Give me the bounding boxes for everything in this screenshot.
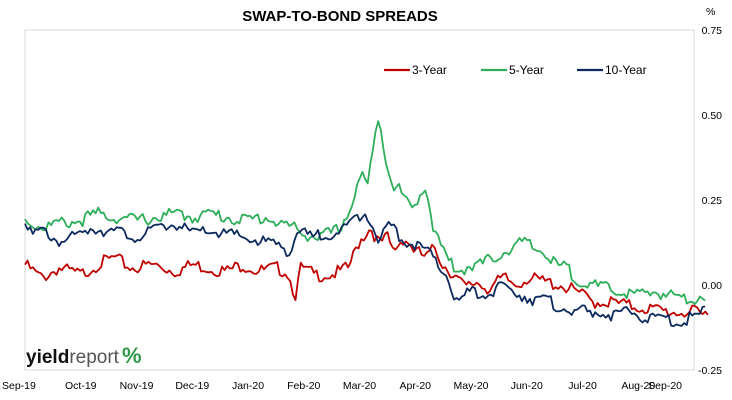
- chart-title: SWAP-TO-BOND SPREADS: [242, 8, 438, 25]
- plot-area: [24, 29, 695, 371]
- y-tick-label: 0.25: [702, 195, 723, 207]
- legend-label: 5-Year: [509, 63, 544, 77]
- logo-text-yield: yield: [26, 347, 69, 368]
- logo-percent-icon: %: [122, 343, 142, 368]
- y-tick-label: -0.25: [698, 365, 722, 377]
- x-tick-label: Dec-19: [175, 380, 209, 392]
- x-tick-label: Jan-20: [232, 380, 264, 392]
- x-tick-label: Nov-19: [120, 380, 154, 392]
- legend: 3-Year 5-Year 10-Year: [384, 63, 647, 77]
- series-line: [24, 229, 709, 318]
- x-tick-label: Aug-20: [621, 380, 655, 392]
- series-line: [24, 120, 706, 305]
- y-tick-label: 0.50: [702, 110, 723, 122]
- x-tick-label: Sep-20: [648, 380, 682, 392]
- x-tick-label: Sep-19: [2, 380, 36, 392]
- x-tick-label: Apr-20: [399, 380, 431, 392]
- series-lines: [24, 120, 709, 327]
- x-tick-label: Mar-20: [343, 380, 376, 392]
- legend-label: 10-Year: [605, 63, 647, 77]
- legend-label: 3-Year: [412, 63, 447, 77]
- y-axis: 0.75 0.50 0.25 0.00 -0.25: [698, 25, 722, 377]
- x-axis: Sep-19 Oct-19 Nov-19 Dec-19 Jan-20 Feb-20 Mar-…: [2, 380, 682, 392]
- x-tick-label: Feb-20: [287, 380, 320, 392]
- svg-text:yieldreport%: yieldreport%: [26, 343, 142, 368]
- x-tick-label: Jul-20: [568, 380, 597, 392]
- yieldreport-logo: yieldreport%: [26, 343, 142, 368]
- series-line: [24, 213, 706, 327]
- logo-text-report: report: [69, 347, 119, 368]
- y-tick-label: 0.00: [702, 280, 723, 292]
- x-tick-label: Oct-19: [65, 380, 97, 392]
- x-tick-label: May-20: [453, 380, 488, 392]
- x-tick-label: Jun-20: [511, 380, 543, 392]
- y-tick-label: 0.75: [702, 25, 723, 37]
- y-unit-label: %: [706, 6, 715, 18]
